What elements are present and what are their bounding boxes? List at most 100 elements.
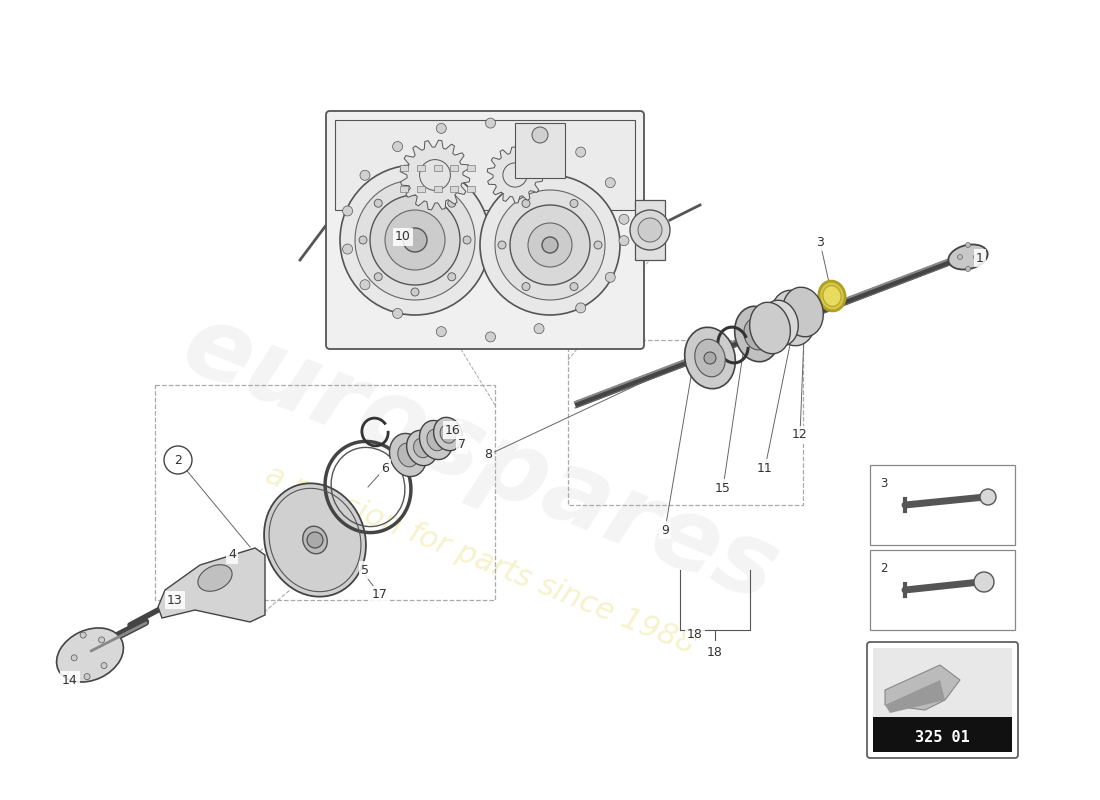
Circle shape	[503, 163, 527, 187]
Text: 5: 5	[361, 563, 368, 577]
Circle shape	[360, 280, 370, 290]
Circle shape	[522, 282, 530, 290]
Circle shape	[437, 123, 447, 134]
Ellipse shape	[684, 327, 735, 389]
Text: 3: 3	[816, 235, 824, 249]
Ellipse shape	[427, 430, 446, 450]
Bar	[400, 165, 408, 171]
Circle shape	[534, 324, 544, 334]
Bar	[870, 550, 1015, 630]
Ellipse shape	[440, 425, 455, 443]
Circle shape	[393, 142, 403, 151]
Text: 2: 2	[880, 562, 888, 575]
Circle shape	[359, 236, 367, 244]
Bar	[400, 186, 408, 192]
Circle shape	[485, 332, 495, 342]
Circle shape	[542, 237, 558, 253]
Polygon shape	[487, 147, 542, 203]
Circle shape	[411, 184, 419, 192]
Circle shape	[374, 273, 382, 281]
Ellipse shape	[264, 483, 366, 597]
Ellipse shape	[302, 526, 328, 554]
Circle shape	[448, 273, 455, 281]
Circle shape	[966, 242, 970, 247]
Bar	[417, 186, 425, 192]
Text: 2: 2	[174, 454, 182, 466]
Ellipse shape	[744, 318, 770, 350]
Circle shape	[528, 223, 572, 267]
Circle shape	[638, 218, 662, 242]
Circle shape	[480, 175, 620, 315]
Circle shape	[495, 190, 605, 300]
Circle shape	[411, 288, 419, 296]
Circle shape	[437, 326, 447, 337]
Ellipse shape	[433, 418, 462, 450]
Circle shape	[419, 160, 450, 190]
Circle shape	[448, 199, 455, 207]
Circle shape	[374, 199, 382, 207]
Text: eurospares: eurospares	[168, 297, 791, 623]
Circle shape	[498, 241, 506, 249]
Text: 9: 9	[661, 523, 669, 537]
Ellipse shape	[389, 434, 427, 477]
Circle shape	[619, 236, 629, 246]
Ellipse shape	[56, 628, 123, 682]
Circle shape	[342, 244, 353, 254]
Text: 8: 8	[484, 449, 492, 462]
Ellipse shape	[818, 281, 845, 311]
Circle shape	[80, 632, 86, 638]
Text: 13: 13	[167, 594, 183, 606]
Text: 4: 4	[228, 549, 235, 562]
Circle shape	[370, 195, 460, 285]
Bar	[870, 465, 1015, 545]
Circle shape	[485, 118, 495, 128]
Text: 6: 6	[381, 462, 389, 474]
Text: 325 01: 325 01	[914, 730, 969, 745]
Circle shape	[704, 352, 716, 364]
Ellipse shape	[735, 306, 779, 362]
Circle shape	[463, 236, 471, 244]
Text: 18: 18	[688, 629, 703, 642]
Circle shape	[966, 266, 970, 271]
Circle shape	[101, 662, 107, 669]
Bar	[336, 120, 635, 210]
Ellipse shape	[761, 300, 799, 346]
Text: 12: 12	[792, 429, 807, 442]
Text: 10: 10	[395, 230, 411, 243]
Circle shape	[974, 254, 979, 259]
Circle shape	[393, 309, 403, 318]
Bar	[433, 186, 441, 192]
Bar	[468, 186, 475, 192]
Circle shape	[164, 446, 192, 474]
Bar	[515, 123, 565, 178]
Ellipse shape	[823, 286, 842, 306]
Circle shape	[630, 210, 670, 250]
Circle shape	[605, 272, 615, 282]
Circle shape	[99, 637, 104, 643]
FancyBboxPatch shape	[326, 111, 644, 349]
Circle shape	[570, 199, 578, 207]
Circle shape	[532, 127, 548, 143]
Circle shape	[360, 170, 370, 180]
Bar	[433, 165, 441, 171]
Ellipse shape	[974, 572, 994, 592]
Ellipse shape	[695, 339, 725, 377]
Text: 18: 18	[707, 646, 723, 658]
Circle shape	[510, 205, 590, 285]
Circle shape	[522, 199, 530, 207]
Polygon shape	[886, 665, 960, 710]
Ellipse shape	[419, 421, 452, 459]
Polygon shape	[400, 140, 470, 210]
Circle shape	[570, 282, 578, 290]
Bar	[468, 165, 475, 171]
Ellipse shape	[948, 245, 988, 270]
Text: 14: 14	[62, 674, 78, 686]
Circle shape	[575, 303, 585, 313]
Bar	[417, 165, 425, 171]
Text: 11: 11	[757, 462, 773, 474]
Text: 7: 7	[458, 438, 466, 451]
Bar	[450, 186, 459, 192]
Polygon shape	[158, 548, 265, 622]
Bar	[873, 717, 1012, 752]
Circle shape	[534, 126, 544, 136]
